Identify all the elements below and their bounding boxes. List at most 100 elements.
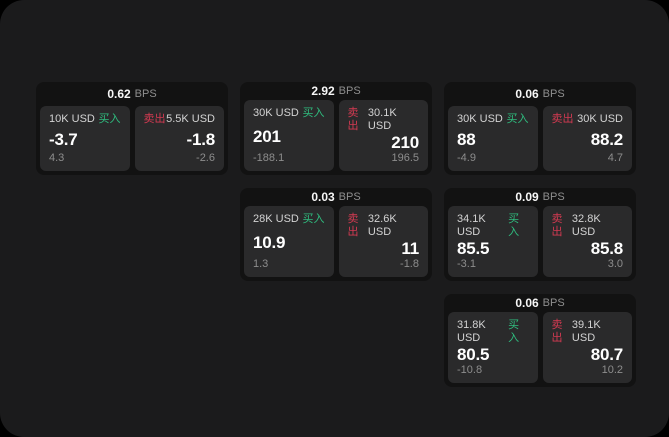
sell-top-row: 卖出 5.5K USD [144,113,216,126]
spread-value: 0.06 [515,87,539,101]
quote-card: 0.62 BPS 10K USD 买入 -3.7 4.3 卖出 5.5K USD [36,82,228,175]
buy-amount: 31.8K USD [457,319,486,344]
buy-panel[interactable]: 34.1K USD 买入 85.5 -3.1 [448,206,538,277]
buy-side-label: 买入 [302,107,325,119]
spread-value: 0.62 [107,87,131,101]
sell-side-label: 卖出 [347,107,359,132]
buy-amount: 28K USD [253,213,299,225]
spread-unit: BPS [542,88,565,100]
card-header: 0.03 BPS [244,188,428,206]
sell-panel[interactable]: 卖出 5.5K USD -1.8 -2.6 [134,106,224,171]
sell-price: 85.8 [590,239,623,258]
buy-panel[interactable]: 10K USD 买入 -3.7 4.3 [40,106,130,171]
buy-delta: -4.9 [457,152,476,164]
quote-panels: 31.8K USD 买入 80.5 -10.8 卖出 39.1K USD 80.… [448,312,632,383]
quote-panels: 28K USD 买入 10.9 1.3 卖出 32.6K USD 11 -1.8 [244,206,428,277]
sell-delta: 196.5 [391,152,419,164]
buy-panel[interactable]: 28K USD 买入 10.9 1.3 [244,206,334,277]
buy-side-label: 买入 [302,213,325,225]
buy-delta: -10.8 [457,364,483,376]
spread-unit: BPS [338,85,361,97]
buy-top-row: 30K USD 买入 [457,113,529,126]
sell-side-label: 卖出 [551,319,563,344]
sell-amount: 30K USD [577,113,623,125]
buy-side-label: 买入 [506,113,529,125]
spread-unit: BPS [134,88,157,100]
card-header: 0.06 BPS [448,82,632,106]
buy-price: 10.9 [253,232,286,252]
spread-value: 2.92 [311,84,335,98]
sell-price: -1.8 [186,129,216,149]
card-header: 0.62 BPS [40,82,224,106]
buy-panel[interactable]: 30K USD 买入 201 -188.1 [244,100,334,171]
buy-price: 85.5 [457,239,490,258]
sell-top-row: 卖出 30K USD [552,113,624,126]
quote-panels: 30K USD 买入 201 -188.1 卖出 30.1K USD 210 1… [244,100,428,171]
sell-top-row: 卖出 32.6K USD [348,213,420,239]
quote-panels: 30K USD 买入 88 -4.9 卖出 30K USD 88.2 4.7 [448,106,632,171]
spread-unit: BPS [542,297,565,309]
sell-price: 88.2 [590,129,623,149]
buy-top-row: 30K USD 买入 [253,107,325,120]
buy-side-label: 买入 [98,113,121,125]
spread-unit: BPS [338,191,361,203]
card-header: 0.06 BPS [448,294,632,312]
buy-top-row: 10K USD 买入 [49,113,121,126]
quote-card: 0.03 BPS 28K USD 买入 10.9 1.3 卖出 32.6K US… [240,188,432,281]
buy-side-label: 买入 [508,213,520,238]
sell-panel[interactable]: 卖出 39.1K USD 80.7 10.2 [542,312,632,383]
sell-panel[interactable]: 卖出 32.8K USD 85.8 3.0 [542,206,632,277]
buy-side-label: 买入 [508,319,520,344]
sell-side-label: 卖出 [551,113,574,125]
sell-delta: -1.8 [400,258,419,270]
sell-panel[interactable]: 卖出 30.1K USD 210 196.5 [338,100,428,171]
card-header: 0.09 BPS [448,188,632,206]
sell-amount: 32.8K USD [571,213,601,238]
quote-panels: 10K USD 买入 -3.7 4.3 卖出 5.5K USD -1.8 -2.… [40,106,224,171]
spread-value: 0.06 [515,296,539,310]
sell-delta: 10.2 [601,364,623,376]
sell-price: 210 [391,133,419,152]
buy-amount: 34.1K USD [457,213,486,238]
quote-card: 0.06 BPS 31.8K USD 买入 80.5 -10.8 卖出 39.1… [444,294,636,387]
sell-amount: 30.1K USD [367,107,397,132]
buy-top-row: 28K USD 买入 [253,213,325,226]
buy-price: 201 [253,126,281,146]
sell-top-row: 卖出 30.1K USD [348,107,420,133]
buy-top-row: 34.1K USD 买入 [457,213,529,239]
buy-price: -3.7 [49,129,78,149]
buy-panel[interactable]: 31.8K USD 买入 80.5 -10.8 [448,312,538,383]
buy-amount: 30K USD [457,113,503,125]
buy-panel[interactable]: 30K USD 买入 88 -4.9 [448,106,538,171]
buy-price: 88 [457,129,476,149]
buy-delta: -188.1 [253,152,285,164]
sell-delta: -2.6 [196,152,215,164]
sell-price: 11 [401,239,419,258]
sell-side-label: 卖出 [143,113,166,125]
buy-amount: 10K USD [49,113,95,125]
quote-card: 0.06 BPS 30K USD 买入 88 -4.9 卖出 30K USD [444,82,636,175]
sell-delta: 4.7 [607,152,623,164]
buy-delta: -3.1 [457,258,476,270]
sell-side-label: 卖出 [347,213,359,238]
sell-delta: 3.0 [607,258,623,270]
sell-panel[interactable]: 卖出 30K USD 88.2 4.7 [542,106,632,171]
spread-unit: BPS [542,191,565,203]
sell-price: 80.7 [590,345,623,364]
sell-top-row: 卖出 32.8K USD [552,213,624,239]
buy-top-row: 31.8K USD 买入 [457,319,529,345]
buy-delta: 1.3 [253,258,269,270]
buy-delta: 4.3 [49,152,65,164]
card-header: 2.92 BPS [244,82,428,100]
spread-value: 0.03 [311,190,335,204]
sell-panel[interactable]: 卖出 32.6K USD 11 -1.8 [338,206,428,277]
spread-value: 0.09 [515,190,539,204]
quote-card: 0.09 BPS 34.1K USD 买入 85.5 -3.1 卖出 32.8K… [444,188,636,281]
quote-card: 2.92 BPS 30K USD 买入 201 -188.1 卖出 30.1K … [240,82,432,175]
sell-top-row: 卖出 39.1K USD [552,319,624,345]
sell-amount: 5.5K USD [166,113,215,125]
sell-amount: 32.6K USD [367,213,397,238]
quote-panels: 34.1K USD 买入 85.5 -3.1 卖出 32.8K USD 85.8… [448,206,632,277]
buy-amount: 30K USD [253,107,299,119]
